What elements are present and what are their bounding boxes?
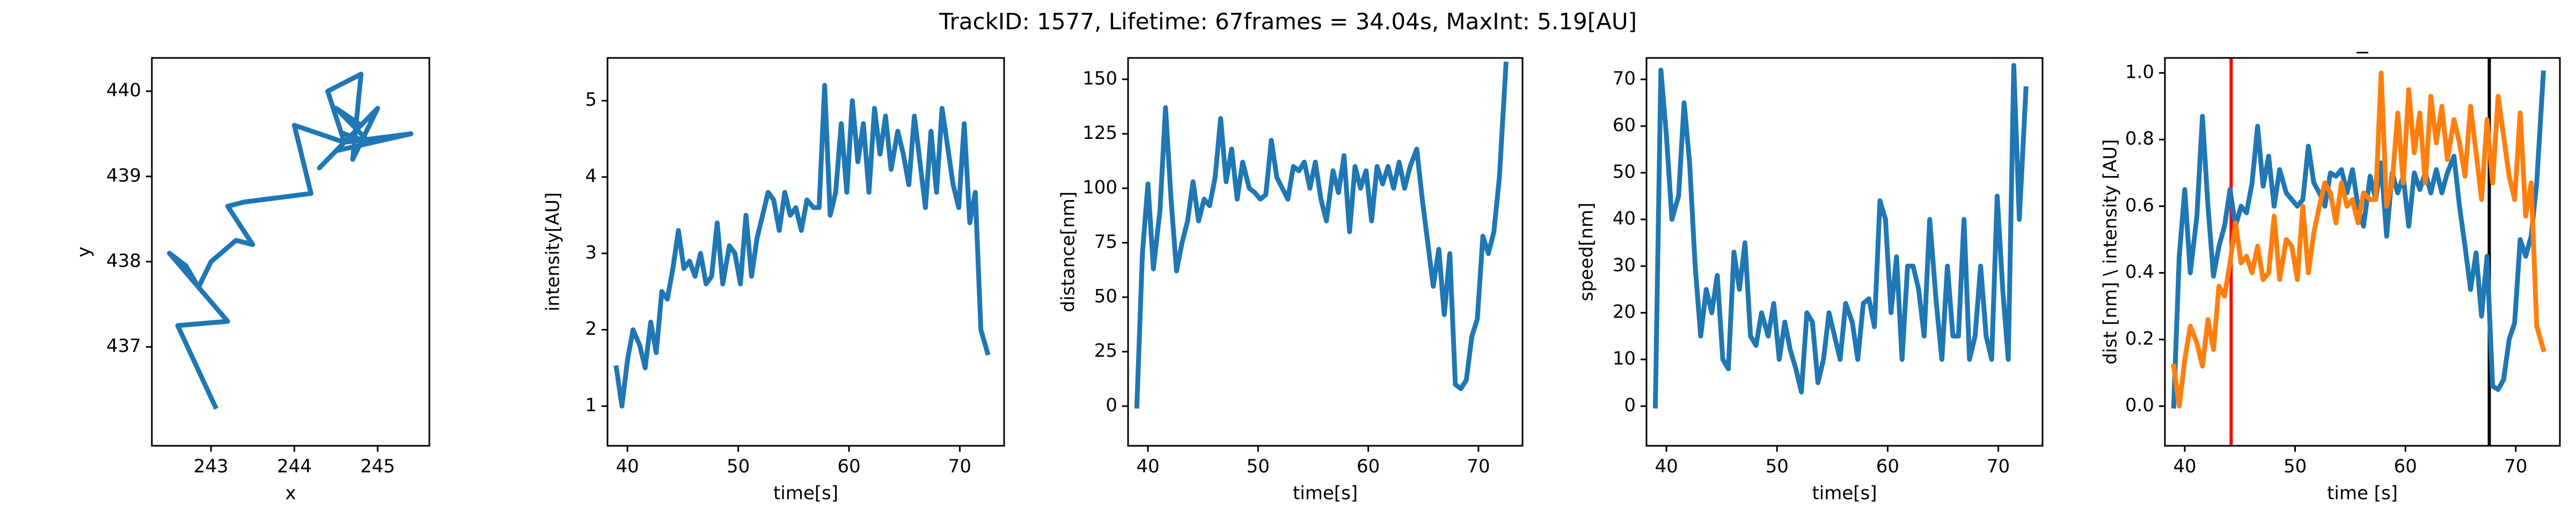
x-tick-label: 50 [1766,456,1789,477]
x-tick-label: 70 [1987,456,2010,477]
x-tick-label: 40 [616,456,639,477]
x-tick-label: 60 [1876,456,1899,477]
y-tick-label: 0.8 [2125,128,2154,150]
y-tick-label: 60 [1613,115,1636,136]
x-tick-label: 60 [2394,456,2417,477]
data-line [1652,63,2029,409]
y-axis-label: intensity[AU] [543,192,564,311]
axes-frame [606,57,1005,447]
y-tick-label: 10 [1613,348,1636,370]
y-tick-label: 437 [106,335,141,357]
y-tick-label: 0 [1624,395,1636,416]
y-tick-label: 2 [585,318,597,340]
x-tick-label: 40 [2173,456,2196,477]
y-tick-label: 1.0 [2125,61,2154,83]
y-axis-label: dist [nm] \ intensity [AU] [2100,139,2121,364]
x-axis-label: time [s] [2327,483,2398,504]
y-tick-label: 50 [1613,161,1636,183]
x-tick-label: 243 [194,456,229,477]
y-tick-label: 40 [1613,208,1636,230]
y-axis-label: y [74,246,95,257]
x-tick-label: 70 [2504,456,2527,477]
y-tick-label: 30 [1613,255,1636,276]
x-tick-label: 40 [1655,456,1678,477]
y-tick-label: 70 [1613,68,1636,90]
x-tick-label: 70 [1467,456,1490,477]
x-tick-label: 50 [2284,456,2307,477]
data-line [167,71,414,410]
y-tick-label: 125 [1082,122,1117,144]
y-tick-label: 0.6 [2125,195,2154,216]
x-tick-label: 50 [1247,456,1270,477]
y-tick-label: 0 [1106,395,1117,416]
y-tick-label: 1 [585,394,597,416]
y-axis-label: distance[nm] [1058,192,1079,312]
y-tick-label: 100 [1082,176,1117,198]
x-tick-label: 244 [277,456,312,477]
x-tick-label: 40 [1136,456,1159,477]
data-line [1134,61,1509,409]
y-tick-label: 5 [585,89,597,111]
figure-title: TrackID: 1577, Lifetime: 67frames = 34.0… [939,9,1637,35]
y-tick-label: 75 [1094,231,1117,253]
y-axis-label: speed[nm] [1576,203,1598,301]
y-tick-label: 25 [1094,340,1117,362]
data-line [613,83,991,409]
x-tick-label: 60 [1357,456,1380,477]
y-tick-label: 3 [585,242,597,263]
x-tick-label: 50 [727,456,750,477]
chart-title: _ [2357,27,2369,54]
y-tick-label: 0.2 [2125,328,2154,349]
x-tick-label: 70 [948,456,971,477]
x-axis-label: x [285,483,296,504]
y-tick-label: 50 [1094,285,1117,307]
y-tick-label: 0.0 [2125,395,2154,416]
y-tick-label: 438 [106,250,141,271]
y-tick-label: 4 [585,166,597,187]
x-axis-label: time[s] [1293,483,1358,504]
x-tick-label: 60 [837,456,860,477]
x-axis-label: time[s] [773,483,838,504]
y-tick-label: 439 [106,165,141,186]
axes-frame [1645,57,2044,447]
x-tick-label: 245 [360,456,395,477]
y-tick-label: 150 [1082,68,1117,89]
axes-frame [2164,57,2561,447]
y-tick-label: 0.4 [2125,261,2154,283]
y-tick-label: 440 [106,79,141,101]
y-tick-label: 20 [1613,301,1636,323]
data-line [2171,70,2546,409]
axes-frame [1127,57,1524,447]
axes-frame [151,57,430,447]
x-axis-label: time[s] [1812,483,1877,504]
